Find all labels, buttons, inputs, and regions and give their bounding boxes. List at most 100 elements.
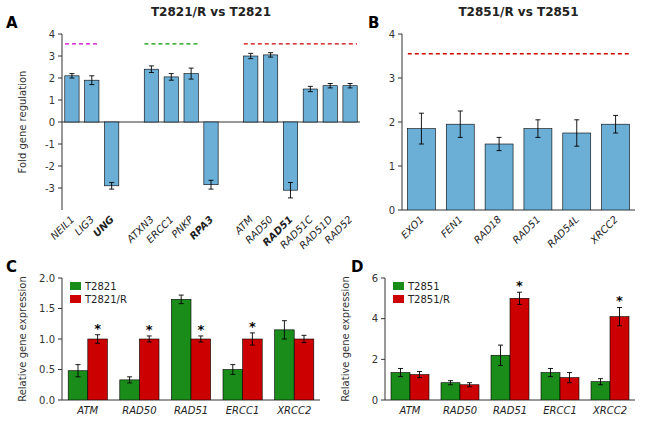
y-tick — [58, 78, 62, 79]
legend: T2821 T2821/R — [70, 281, 127, 305]
bar — [283, 122, 297, 190]
error-bar — [328, 84, 333, 88]
y-tick-label: 3 — [49, 51, 55, 62]
legend-entry: T2821 — [84, 281, 117, 292]
bar — [243, 339, 263, 400]
bar — [184, 74, 198, 122]
bar — [323, 86, 337, 122]
y-tick-label: 3 — [389, 73, 395, 84]
plot-area — [407, 54, 629, 210]
legend-entry: T2851/R — [407, 294, 450, 305]
y-tick — [398, 210, 402, 211]
y-tick — [381, 278, 385, 279]
x-tick-label: RAD51 — [493, 405, 527, 416]
error-bar — [419, 113, 424, 144]
y-tick-label: 0.5 — [39, 364, 55, 375]
y-tick-label: 4 — [372, 313, 378, 324]
x-tick-label: FEN1 — [439, 214, 465, 240]
error-bar — [69, 74, 74, 78]
error-bar — [348, 84, 353, 88]
y-tick — [398, 166, 402, 167]
x-tick-label: RAD51 — [174, 405, 208, 416]
y-axis-line — [62, 278, 63, 400]
error-bar — [288, 183, 293, 198]
bar — [244, 56, 258, 122]
bar — [410, 375, 429, 400]
significance-mark: * — [249, 319, 256, 334]
error-bar — [109, 183, 114, 190]
x-tick-label: XRCC2 — [587, 214, 620, 247]
error-bar — [95, 335, 100, 344]
bar — [204, 122, 218, 185]
bar — [144, 69, 158, 122]
y-tick — [58, 56, 62, 57]
y-tick — [58, 122, 62, 123]
error-bar — [498, 345, 503, 365]
legend-entry: T2821/R — [84, 294, 127, 305]
error-bar — [574, 120, 579, 146]
error-bar — [398, 368, 403, 376]
error-bar — [179, 295, 184, 304]
panel-label: C — [6, 258, 17, 276]
y-tick-label: 6 — [372, 273, 378, 284]
x-tick-label: NEIL1 — [48, 214, 76, 242]
y-tick — [58, 34, 62, 35]
error-bar — [308, 86, 313, 91]
bar — [294, 339, 314, 400]
y-tick-label: 0.0 — [39, 395, 55, 406]
error-bar — [617, 307, 622, 325]
y-axis-label: Relative gene expression — [17, 276, 28, 402]
x-tick-label: RAD50 — [122, 405, 156, 416]
y-tick — [58, 166, 62, 167]
bar — [85, 80, 99, 122]
bar — [164, 77, 178, 122]
bar — [343, 86, 357, 122]
plot-area — [65, 44, 357, 198]
y-tick-label: 2.0 — [39, 273, 55, 284]
bar — [485, 144, 513, 210]
significance-mark: * — [197, 322, 204, 337]
group-line — [65, 43, 99, 44]
bar — [65, 76, 79, 122]
panel: 0.00.51.01.52.0Relative gene expressionA… — [6, 258, 320, 416]
error-bar — [209, 180, 214, 189]
bar — [139, 339, 159, 400]
x-tick-label: ATM — [399, 405, 421, 416]
significance-mark: * — [94, 321, 101, 336]
group-line — [408, 53, 629, 54]
group-line — [244, 43, 357, 44]
error-bar — [282, 321, 287, 339]
y-tick-label: 4 — [49, 29, 55, 40]
y-tick-label: -1 — [45, 139, 55, 150]
x-tick-label: RPA3 — [187, 214, 215, 242]
error-bar — [448, 381, 453, 385]
x-tick-label: RAD50 — [443, 405, 477, 416]
bar — [602, 124, 630, 210]
x-tick-label: XRCC2 — [592, 405, 627, 416]
x-tick-label: XRCC2 — [276, 405, 311, 416]
error-bar — [127, 377, 132, 383]
y-tick — [58, 339, 62, 340]
y-axis-line — [402, 34, 403, 210]
y-tick — [58, 100, 62, 101]
plot-area — [391, 292, 629, 400]
legend: T2851 T2851/R — [393, 281, 450, 305]
error-bar — [458, 111, 463, 137]
y-tick-label: 4 — [389, 29, 395, 40]
y-tick — [381, 359, 385, 360]
bar — [610, 317, 629, 400]
y-axis-label: Fold gene regulation — [17, 71, 28, 174]
x-tick-label: RAD54L — [545, 214, 581, 250]
bar — [191, 339, 211, 400]
error-bar — [497, 137, 502, 150]
bar — [510, 298, 529, 400]
error-bar — [613, 115, 618, 133]
x-tick-label: ERCC1 — [543, 405, 577, 416]
x-tick-label: EXO1 — [399, 214, 426, 241]
y-tick-label: 0 — [372, 395, 378, 406]
panel-label: B — [368, 14, 379, 32]
x-tick-label: RAD51 — [510, 214, 542, 246]
y-tick — [58, 308, 62, 309]
panel-label: D — [351, 258, 363, 276]
legend-entry: T2851 — [407, 281, 440, 292]
